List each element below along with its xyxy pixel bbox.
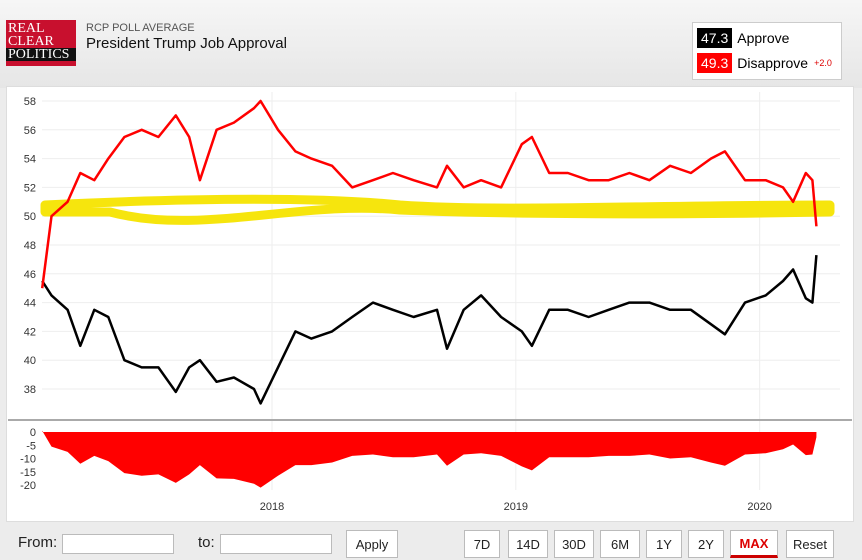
range-button-14d[interactable]: 14D: [508, 530, 548, 558]
footer-controls: From: to: Apply 7D 14D 30D 6M 1Y 2Y MAX Reset: [0, 522, 862, 560]
range-button-reset[interactable]: Reset: [786, 530, 834, 558]
disapprove-line: [40, 99, 818, 289]
from-label: From:: [18, 534, 58, 551]
header: REAL CLEAR POLITICS RCP POLL AVERAGE Presi…: [0, 0, 862, 88]
to-date-input[interactable]: [220, 534, 332, 554]
spread-tick-label: -10: [20, 454, 36, 466]
subtitle: RCP POLL AVERAGE: [86, 22, 195, 34]
y-tick-label: 54: [24, 154, 36, 166]
y-tick-label: 46: [24, 269, 36, 281]
approve-value: 47.3: [697, 28, 733, 48]
highlight-annotation: [40, 194, 835, 225]
range-button-1y[interactable]: 1Y: [646, 530, 682, 558]
rcp-logo[interactable]: REAL CLEAR POLITICS: [6, 20, 76, 66]
approve-line: [41, 254, 818, 405]
disapprove-change: +2.0: [814, 58, 832, 68]
y-tick-label: 58: [24, 96, 36, 108]
x-tick-label: 2020: [747, 501, 771, 513]
y-tick-label: 40: [24, 355, 36, 367]
from-date-input[interactable]: [62, 534, 174, 554]
y-tick-label: 48: [24, 240, 36, 252]
range-button-30d[interactable]: 30D: [554, 530, 594, 558]
disapprove-value: 49.3: [697, 53, 733, 73]
y-tick-label: 42: [24, 326, 36, 338]
poll-chart: 58 56 54 52 50 48 46 44 42 40 38 2018 2019 2020 0-5 -10…: [8, 92, 852, 513]
disapprove-label: Disapprove: [737, 55, 809, 71]
range-button-max[interactable]: MAX: [730, 530, 778, 558]
x-tick-label: 2019: [504, 501, 528, 513]
to-label: to:: [198, 534, 215, 551]
y-tick-label: 44: [24, 298, 36, 310]
range-button-2y[interactable]: 2Y: [688, 530, 724, 558]
legend: 47.3 Approve 49.3 Disapprove +2.0: [692, 22, 842, 80]
y-tick-label: 50: [24, 211, 36, 223]
legend-approve: 47.3 Approve: [697, 28, 789, 48]
x-tick-label: 2018: [260, 501, 284, 513]
spread-area: [42, 430, 817, 488]
apply-button[interactable]: Apply: [346, 530, 398, 558]
range-button-7d[interactable]: 7D: [464, 530, 500, 558]
y-tick-label: 56: [24, 125, 36, 137]
legend-disapprove: 49.3 Disapprove +2.0: [697, 53, 832, 73]
range-button-6m[interactable]: 6M: [600, 530, 640, 558]
chart-title: President Trump Job Approval: [86, 35, 287, 52]
y-tick-label: 38: [24, 384, 36, 396]
y-tick-label: 52: [24, 182, 36, 194]
spread-tick-label: 0: [30, 427, 36, 439]
approve-label: Approve: [737, 30, 790, 46]
spread-tick-label: -20: [20, 480, 36, 492]
spread-tick-label: -5: [26, 440, 36, 452]
spread-tick-label: -15: [20, 467, 36, 479]
